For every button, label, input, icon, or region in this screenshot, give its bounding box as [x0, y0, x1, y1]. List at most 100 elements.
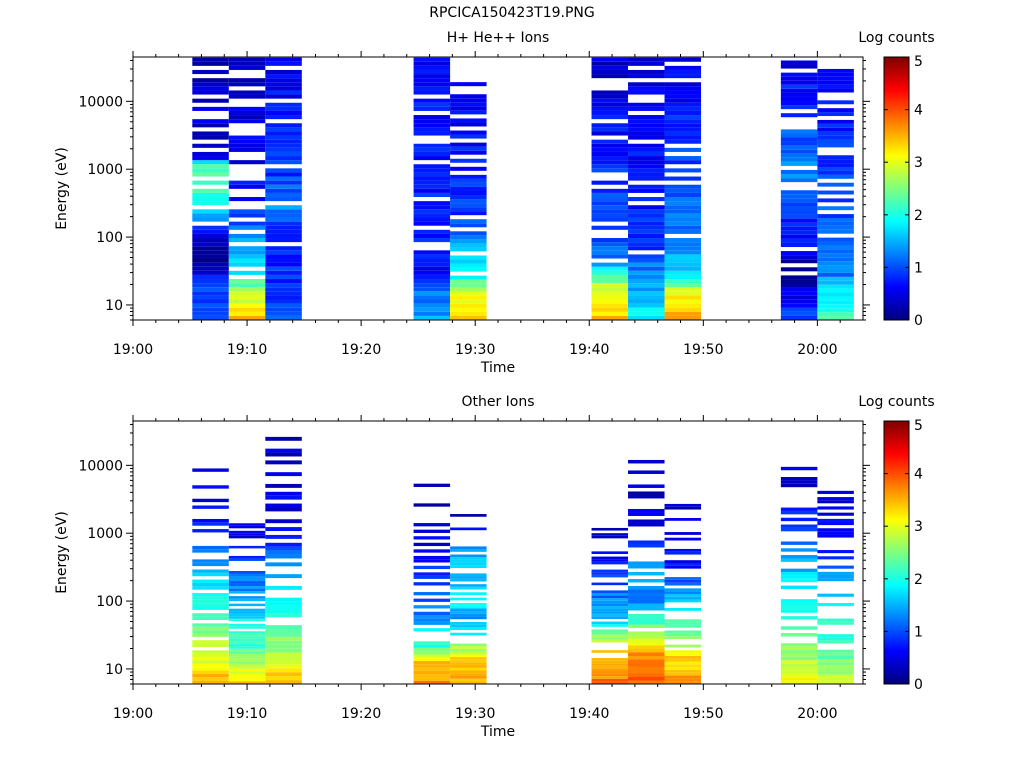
bin: [664, 254, 702, 259]
bin: [413, 647, 451, 652]
bin: [228, 618, 266, 622]
colorbar-tick-label: 3: [914, 155, 923, 171]
bin: [450, 291, 487, 296]
bin: [591, 670, 629, 674]
bin: [817, 225, 854, 230]
colorbar-label: Log counts: [858, 394, 934, 410]
bin: [192, 677, 229, 681]
bin: [450, 673, 487, 676]
bin: [450, 311, 487, 316]
bin: [450, 586, 487, 590]
bin: [817, 637, 854, 641]
bin: [192, 168, 229, 173]
bin: [817, 574, 854, 579]
bin: [780, 153, 818, 158]
bin: [780, 555, 818, 559]
bin: [591, 650, 629, 653]
bin: [450, 562, 487, 566]
bin: [450, 657, 487, 660]
bin: [413, 575, 451, 579]
bin: [591, 561, 629, 565]
bin: [450, 118, 487, 123]
bin: [450, 203, 487, 208]
bin: [817, 531, 854, 535]
bin: [192, 172, 229, 177]
bin: [265, 609, 302, 614]
bin: [265, 672, 302, 677]
x-tick-label: 19:30: [455, 342, 495, 358]
bin: [413, 644, 451, 648]
bin: [450, 613, 487, 617]
bin: [628, 459, 665, 464]
bin: [228, 603, 266, 607]
bin: [628, 655, 665, 660]
bin: [780, 517, 818, 522]
colorbar: 0 1 2 3 4 5 Log counts: [858, 30, 934, 329]
bin: [780, 656, 818, 661]
bin: [591, 673, 629, 677]
bin: [628, 168, 665, 173]
bin: [413, 156, 451, 161]
bin: [450, 178, 487, 183]
bin: [265, 131, 302, 136]
bin: [817, 127, 854, 132]
panel-title: Other Ions: [461, 394, 534, 410]
bin: [450, 106, 487, 111]
bin: [628, 86, 665, 91]
bin: [628, 295, 665, 300]
bin: [780, 287, 818, 292]
bin: [413, 90, 451, 95]
bin: [192, 562, 229, 567]
bin: [413, 542, 451, 547]
bin: [780, 575, 818, 579]
bin: [228, 238, 266, 243]
time-column: [228, 523, 266, 684]
bin: [192, 670, 229, 674]
bin: [450, 621, 487, 625]
bin: [664, 262, 702, 267]
bin: [450, 546, 487, 550]
bin: [228, 82, 266, 87]
bin: [664, 266, 702, 271]
bin: [664, 681, 702, 684]
bin: [780, 64, 818, 69]
bin: [591, 307, 629, 312]
bin: [591, 188, 629, 193]
colorbar-tick-label: 4: [914, 103, 923, 119]
bin: [413, 78, 451, 83]
bin: [228, 246, 266, 251]
bin: [265, 676, 302, 681]
bin: [628, 147, 665, 152]
bin: [228, 307, 266, 312]
bin: [817, 649, 854, 653]
bin: [664, 283, 702, 288]
bin: [628, 638, 665, 642]
bin: [228, 578, 266, 582]
bin: [450, 549, 487, 552]
bin: [265, 143, 302, 148]
bin: [664, 563, 702, 566]
bin: [413, 483, 451, 487]
x-tick-label: 19:10: [227, 706, 267, 722]
bin: [228, 90, 266, 95]
bin: [664, 69, 702, 75]
bin: [780, 307, 818, 312]
bin: [413, 82, 451, 87]
bin: [780, 88, 818, 93]
bin: [228, 525, 266, 529]
bin: [591, 205, 629, 210]
bin: [628, 90, 665, 95]
bin: [591, 665, 629, 669]
bin: [265, 209, 302, 214]
bin: [413, 180, 451, 185]
bin: [413, 61, 451, 66]
bin: [192, 262, 229, 267]
bin: [265, 69, 302, 75]
bin: [817, 249, 854, 254]
bin: [450, 158, 487, 163]
bin: [780, 234, 818, 239]
bin: [450, 98, 487, 103]
bin: [591, 139, 629, 144]
bin: [817, 674, 854, 678]
bin: [628, 209, 665, 214]
